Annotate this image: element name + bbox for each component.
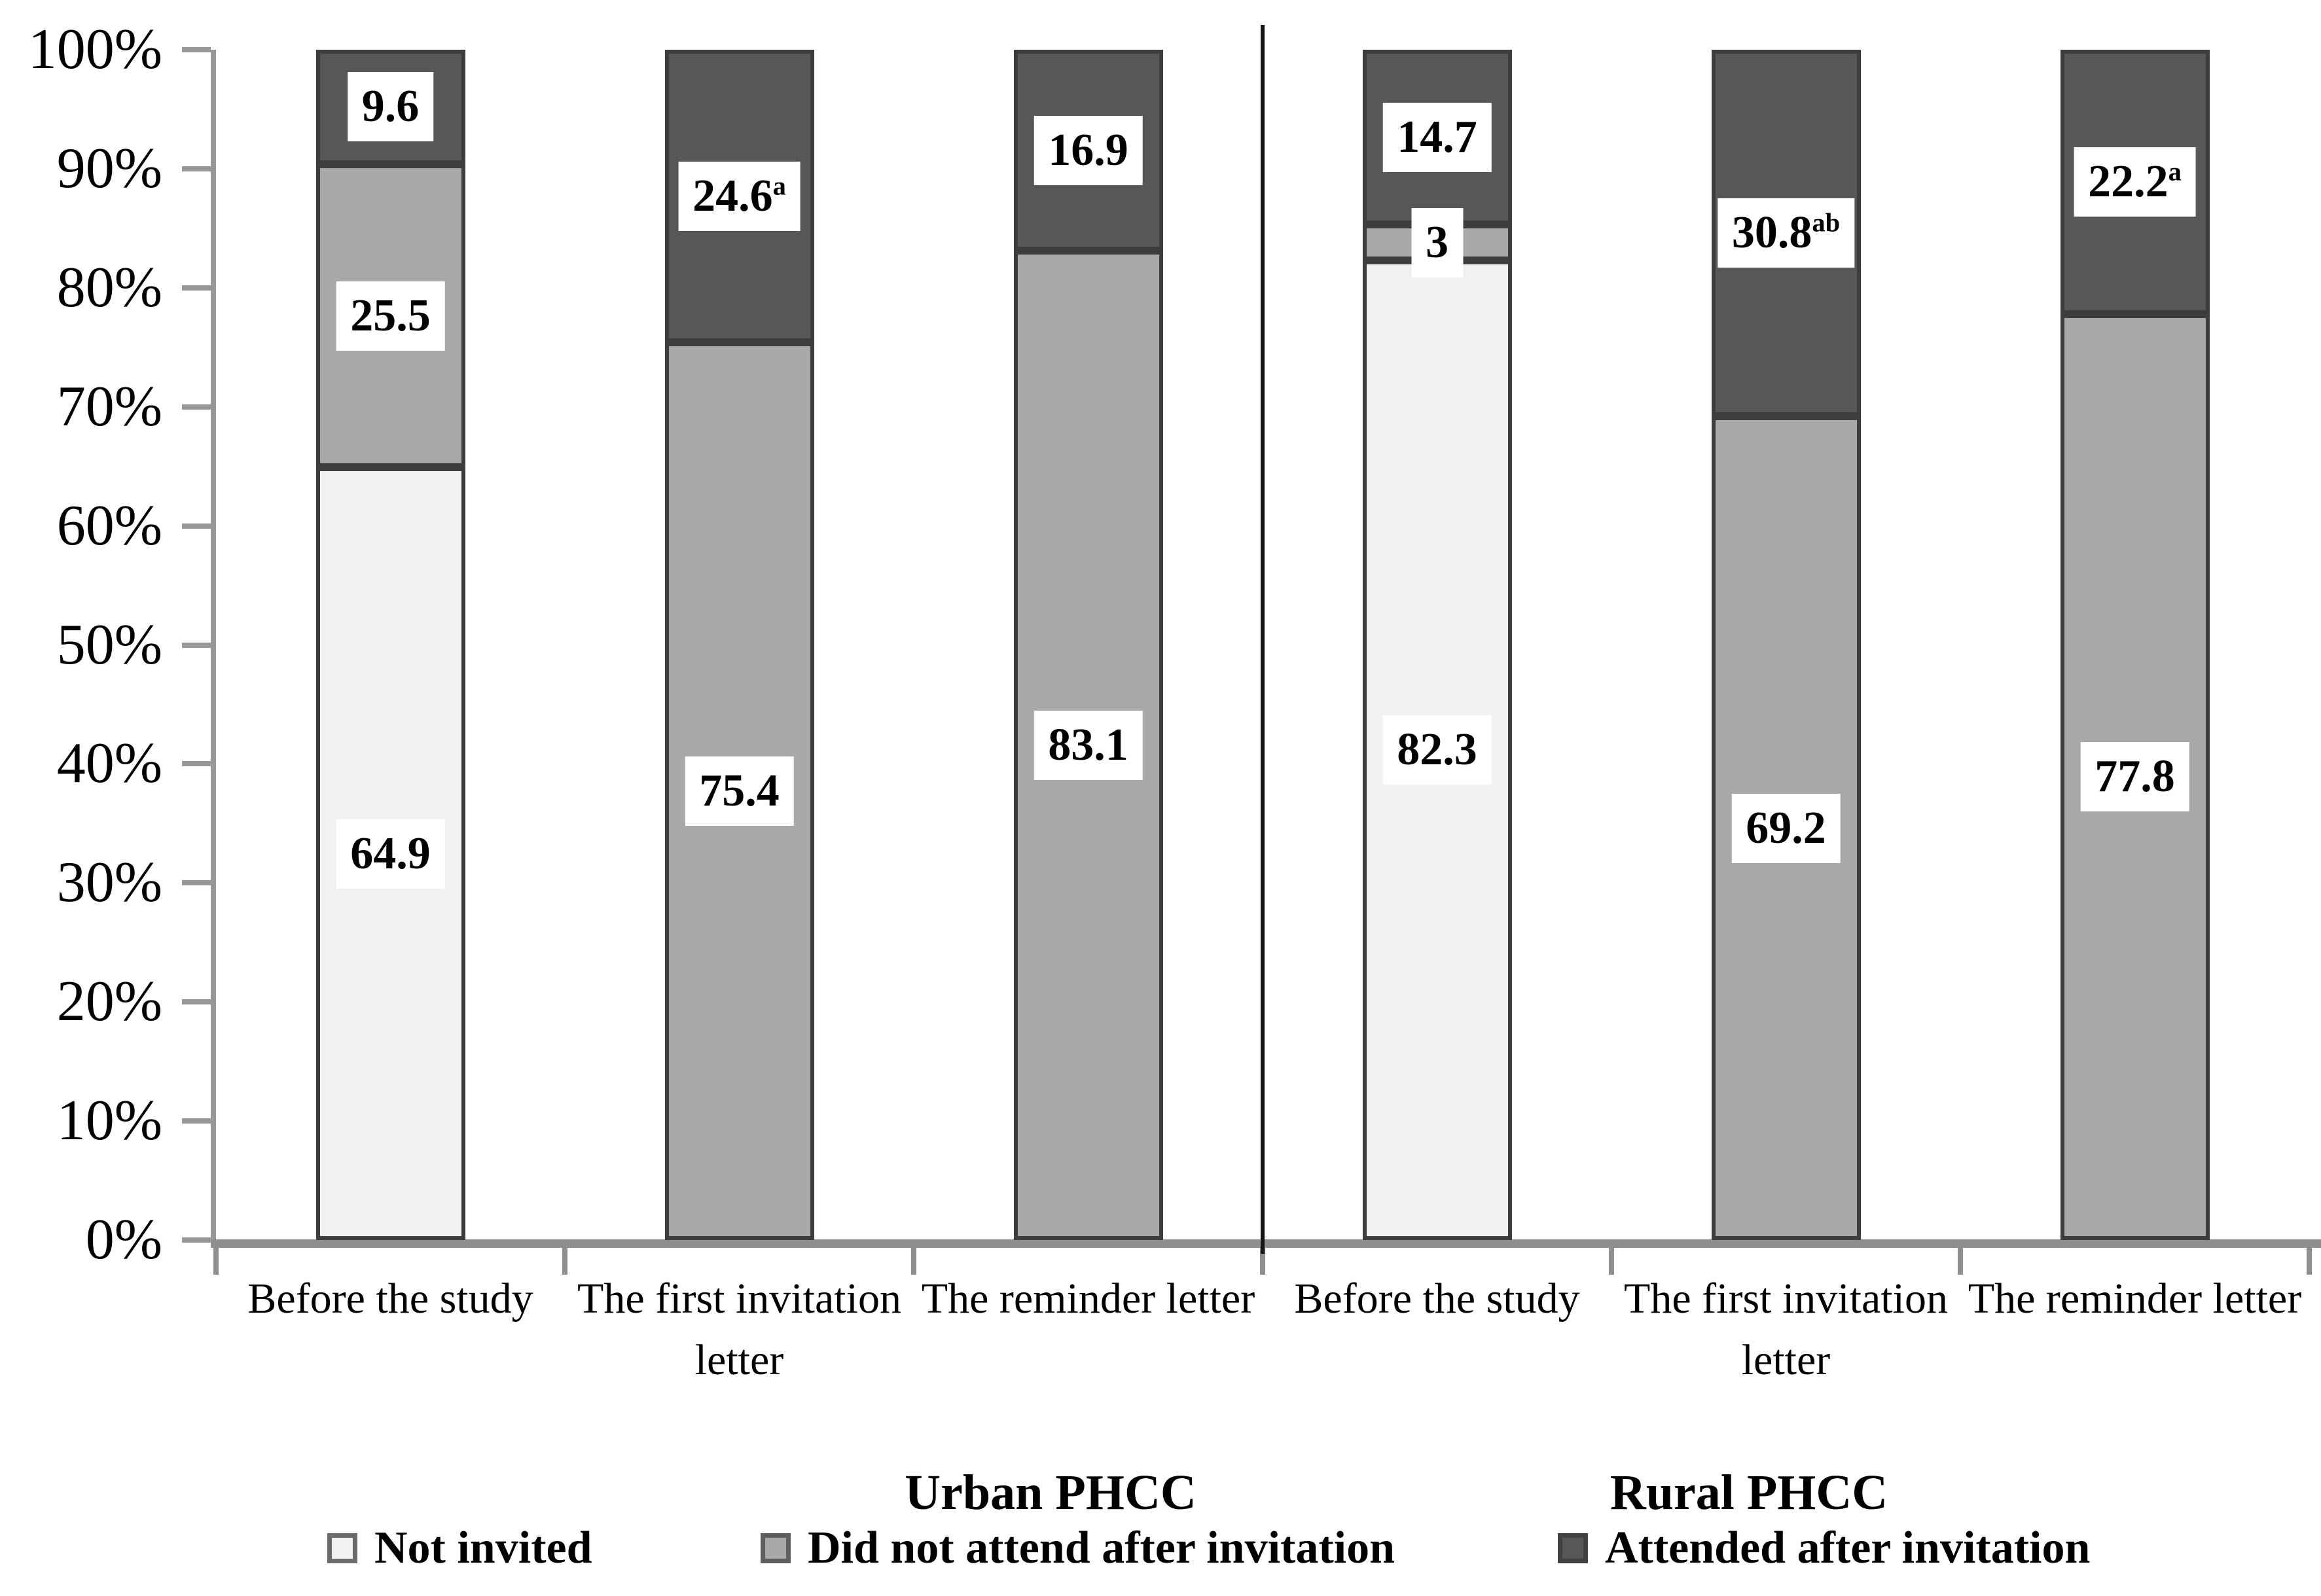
legend-label: Attended after invitation xyxy=(1605,1523,2091,1573)
x-tick-mark xyxy=(213,1241,219,1275)
y-tick-mark xyxy=(182,47,211,52)
bar-segment-label: 14.7 xyxy=(1382,102,1492,172)
bar-segment-label: 30.8ab xyxy=(1717,198,1855,268)
bar xyxy=(1013,50,1163,1240)
y-tick-mark xyxy=(182,285,211,291)
bar-segment-label: 24.6a xyxy=(678,161,801,231)
legend-label: Not invited xyxy=(374,1523,592,1573)
category-label: Before the study xyxy=(1294,1275,1580,1322)
legend-item-did-not-attend: Did not attend after invitation xyxy=(761,1516,1395,1581)
x-tick-mark xyxy=(911,1241,916,1275)
bar-segment-label: 3 xyxy=(1411,207,1463,277)
y-tick-mark xyxy=(182,761,211,767)
y-tick-mark xyxy=(182,999,211,1005)
bar-segment-label: 82.3 xyxy=(1382,715,1492,785)
y-tick-label: 90% xyxy=(56,136,162,200)
bar-segment-label: 64.9 xyxy=(336,819,445,889)
category-label: The first invitation letter xyxy=(1624,1275,1948,1384)
y-tick-mark xyxy=(182,642,211,648)
bar xyxy=(2060,50,2210,1240)
legend-label: Did not attend after invitation xyxy=(808,1523,1395,1573)
legend-swatch-attended xyxy=(1558,1533,1588,1563)
y-tick-label: 10% xyxy=(56,1089,162,1153)
bar-segment-label: 83.1 xyxy=(1034,711,1143,781)
bar-segment-label: 77.8 xyxy=(2080,742,2189,812)
bar-segment-label: 75.4 xyxy=(685,756,794,826)
legend-swatch-not-invited xyxy=(327,1533,357,1563)
x-tick-mark xyxy=(2307,1241,2312,1275)
x-axis-category-labels: Before the study The first invitation le… xyxy=(216,1268,2309,1464)
bar-segment-label: 25.5 xyxy=(336,281,445,351)
category-label: Before the study xyxy=(247,1275,533,1322)
y-tick-label: 40% xyxy=(56,732,162,796)
y-tick-label: 60% xyxy=(56,493,162,558)
legend-group-label-rural: Rural PHCC xyxy=(1610,1465,1888,1520)
x-tick-mark xyxy=(1958,1241,1963,1275)
bar xyxy=(315,50,465,1240)
y-tick-mark xyxy=(182,1118,211,1124)
x-axis-line xyxy=(211,1239,2321,1248)
y-tick-label: 100% xyxy=(27,18,162,81)
bar-segment-label: 9.6 xyxy=(347,72,434,142)
bar-segment-label: 22.2a xyxy=(2074,147,2196,217)
x-tick-mark xyxy=(562,1241,567,1275)
y-tick-mark xyxy=(182,523,211,529)
bar-segment-label: 16.9 xyxy=(1034,115,1143,185)
category-label: The reminder letter xyxy=(1968,1275,2302,1322)
y-tick-label: 20% xyxy=(56,970,162,1034)
y-tick-label: 30% xyxy=(56,851,162,915)
plot-area: 64.9 25.5 9.6 75.4 24.6a 83.1 16.9 82.3 3 14.7 69.… xyxy=(182,25,2321,1275)
y-tick-mark xyxy=(182,1237,211,1243)
category-label: The first invitation letter xyxy=(577,1275,901,1384)
y-tick-label: 50% xyxy=(56,612,162,677)
bar-segment-label: 69.2 xyxy=(1731,793,1841,863)
x-tick-mark xyxy=(1609,1241,1614,1275)
y-tick-label: 80% xyxy=(56,255,162,319)
y-tick-mark xyxy=(182,404,211,410)
y-axis-tick-labels: 0% 10% 20% 30% 40% 50% 60% 70% 80% 90% 100% xyxy=(0,18,162,1271)
group-divider-line xyxy=(1261,25,1265,1254)
y-tick-mark xyxy=(182,166,211,171)
category-label: The reminder letter xyxy=(921,1275,1255,1322)
legend-item-attended: Attended after invitation xyxy=(1558,1516,2090,1581)
y-tick-mark xyxy=(182,880,211,886)
x-tick-mark xyxy=(1260,1241,1265,1275)
y-tick-label: 0% xyxy=(85,1208,162,1271)
y-tick-label: 70% xyxy=(56,374,162,438)
legend-item-not-invited: Not invited xyxy=(327,1516,592,1581)
legend-swatch-did-not-attend xyxy=(761,1533,791,1563)
y-axis-line xyxy=(211,50,216,1240)
legend-group-label-urban: Urban PHCC xyxy=(905,1465,1196,1520)
legend: Not invited Did not attend after invitat… xyxy=(0,1516,2321,1587)
